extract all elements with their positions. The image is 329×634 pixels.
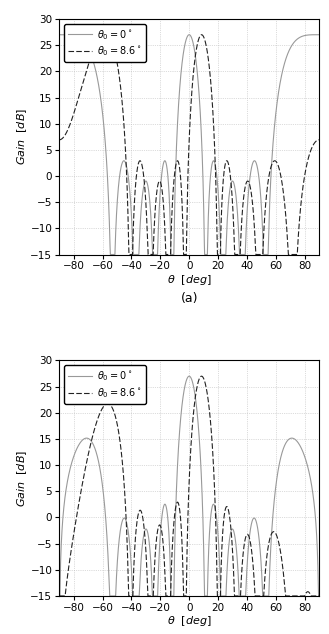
- Legend: $\theta_0 = 0^\circ$, $\theta_0 = 8.6^\circ$: $\theta_0 = 0^\circ$, $\theta_0 = 8.6^\c…: [64, 24, 146, 62]
- $\theta_0 = 0^\circ$: [317, 592, 321, 600]
- $\theta_0 = 0^\circ$: [317, 31, 321, 39]
- Text: (a): (a): [180, 292, 198, 305]
- $\theta_0 = 8.6^\circ$: [192, 60, 196, 68]
- $\theta_0 = 0^\circ$: [187, 372, 191, 380]
- Line: $\theta_0 = 8.6^\circ$: $\theta_0 = 8.6^\circ$: [59, 35, 319, 254]
- $\theta_0 = 0^\circ$: [297, 441, 301, 448]
- $\theta_0 = 8.6^\circ$: [58, 592, 62, 600]
- $\theta_0 = 8.6^\circ$: [143, 530, 147, 538]
- Legend: $\theta_0 = 0^\circ$, $\theta_0 = 8.6^\circ$: $\theta_0 = 0^\circ$, $\theta_0 = 8.6^\c…: [64, 365, 146, 404]
- $\theta_0 = 8.6^\circ$: [248, 535, 252, 543]
- $\theta_0 = 8.6^\circ$: [297, 592, 301, 600]
- $\theta_0 = 8.6^\circ$: [225, 157, 229, 165]
- $\theta_0 = 8.6^\circ$: [297, 218, 301, 226]
- $\theta_0 = 0^\circ$: [143, 527, 147, 535]
- $\theta_0 = 0^\circ$: [108, 250, 112, 258]
- $\theta_0 = 0^\circ$: [248, 177, 252, 184]
- $\theta_0 = 8.6^\circ$: [57, 592, 61, 600]
- $\theta_0 = 0^\circ$: [225, 229, 229, 236]
- $\theta_0 = 8.6^\circ$: [192, 402, 196, 410]
- $\theta_0 = 0^\circ$: [58, 592, 62, 600]
- Line: $\theta_0 = 0^\circ$: $\theta_0 = 0^\circ$: [59, 35, 319, 254]
- $\theta_0 = 8.6^\circ$: [317, 136, 321, 144]
- $\theta_0 = 0^\circ$: [192, 387, 196, 394]
- $\theta_0 = 0^\circ$: [57, 592, 61, 600]
- X-axis label: $\theta$  $[deg]$: $\theta$ $[deg]$: [167, 273, 212, 287]
- Y-axis label: $Gain$  $[dB]$: $Gain$ $[dB]$: [15, 450, 29, 507]
- Y-axis label: $Gain$  $[dB]$: $Gain$ $[dB]$: [15, 108, 29, 165]
- $\theta_0 = 8.6^\circ$: [127, 250, 131, 258]
- $\theta_0 = 0^\circ$: [58, 31, 62, 39]
- $\theta_0 = 8.6^\circ$: [58, 136, 62, 143]
- $\theta_0 = 0^\circ$: [57, 31, 61, 39]
- $\theta_0 = 0^\circ$: [297, 34, 301, 41]
- $\theta_0 = 0^\circ$: [248, 531, 252, 539]
- Line: $\theta_0 = 0^\circ$: $\theta_0 = 0^\circ$: [59, 376, 319, 596]
- X-axis label: $\theta$  $[deg]$: $\theta$ $[deg]$: [167, 614, 212, 628]
- $\theta_0 = 8.6^\circ$: [200, 31, 204, 39]
- $\theta_0 = 8.6^\circ$: [57, 136, 61, 144]
- $\theta_0 = 0^\circ$: [143, 179, 147, 186]
- $\theta_0 = 8.6^\circ$: [317, 592, 321, 600]
- $\theta_0 = 8.6^\circ$: [225, 503, 229, 510]
- $\theta_0 = 0^\circ$: [225, 575, 229, 583]
- $\theta_0 = 8.6^\circ$: [200, 372, 204, 380]
- $\theta_0 = 8.6^\circ$: [248, 181, 252, 188]
- $\theta_0 = 8.6^\circ$: [143, 183, 147, 190]
- Line: $\theta_0 = 8.6^\circ$: $\theta_0 = 8.6^\circ$: [59, 376, 319, 596]
- $\theta_0 = 0^\circ$: [192, 45, 196, 53]
